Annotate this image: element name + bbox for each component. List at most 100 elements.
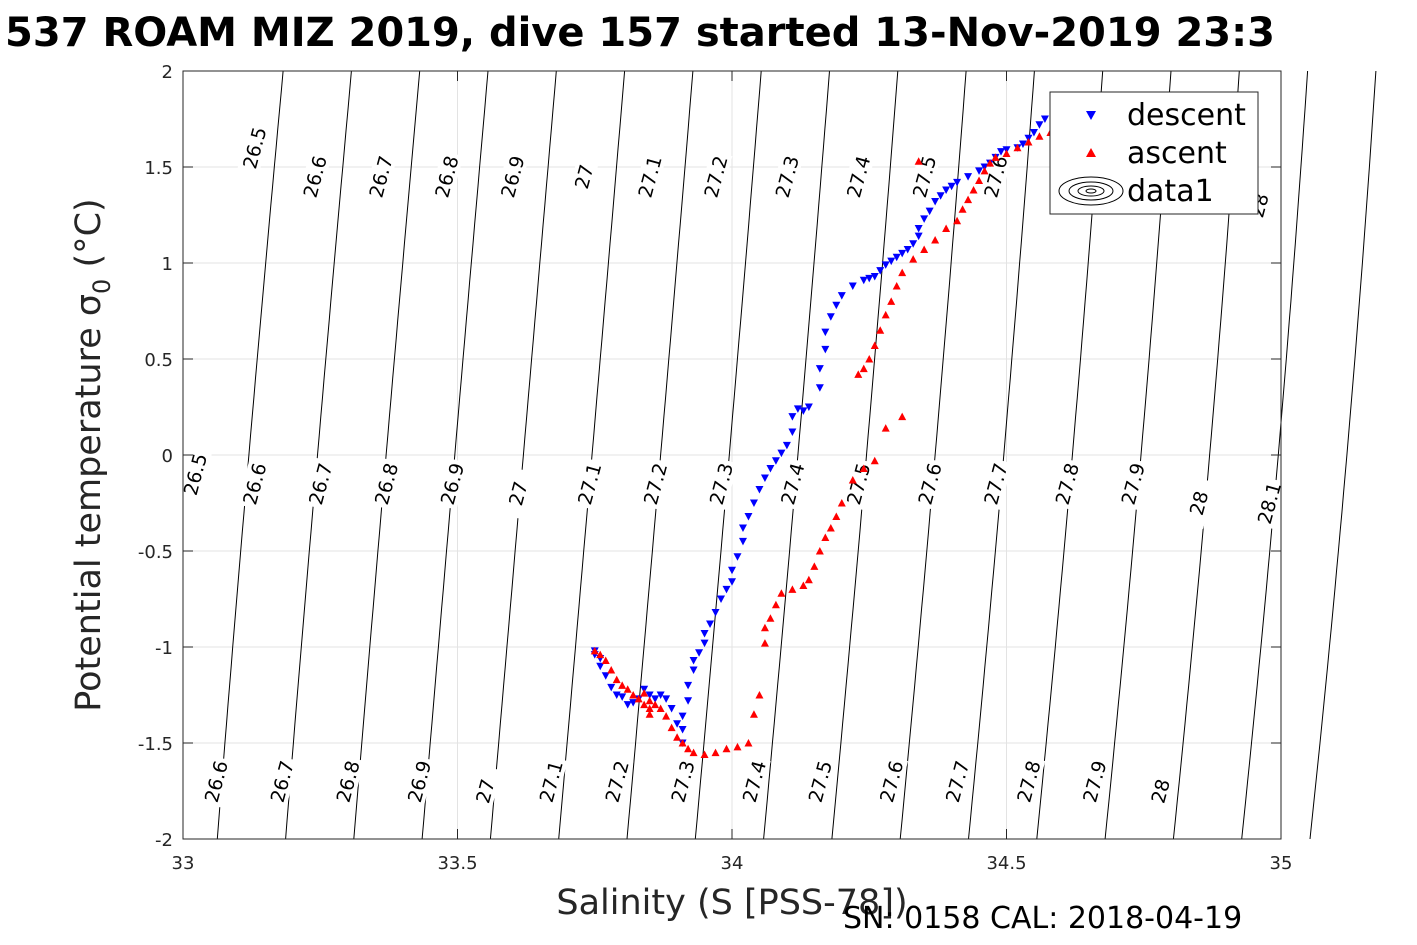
descent-point — [947, 182, 956, 191]
contour-label-bg — [698, 150, 733, 203]
axis-ticks — [182, 70, 1282, 840]
descent-point — [673, 720, 682, 728]
contour-label-bg — [303, 457, 338, 510]
ascent-point — [640, 689, 649, 697]
descent-point — [738, 524, 747, 532]
ascent-point — [596, 650, 605, 659]
ascent-point — [601, 656, 610, 664]
legend: descent ascent data1 — [1049, 91, 1259, 215]
descent-point — [678, 712, 687, 721]
descent-point — [837, 292, 846, 300]
ascent-point — [881, 424, 890, 432]
descent-point — [821, 345, 830, 354]
descent-point — [903, 246, 912, 254]
chart-title: 537 ROAM MIZ 2019, dive 157 started 13-N… — [5, 10, 1275, 56]
isopycnal-27.4 — [831, 70, 899, 840]
x-tick-label: 33 — [172, 853, 195, 874]
ascent-point — [980, 166, 989, 175]
descent-point — [931, 198, 940, 206]
legend-contour-icon — [1058, 176, 1124, 206]
contour-label-bg — [1050, 457, 1084, 510]
contour-label-bg — [237, 457, 272, 510]
descent-point — [667, 704, 676, 713]
ascent-point — [640, 700, 649, 709]
ascent-point — [667, 723, 676, 732]
y-tick-label: 0 — [162, 446, 173, 467]
ascent-point — [678, 739, 687, 747]
descent-point — [898, 249, 907, 258]
density-contours — [216, 70, 1377, 840]
ascent-point — [848, 475, 857, 484]
x-tick-labels: 33 33.5 34 34.5 35 — [172, 853, 1293, 874]
contour-label-bg — [874, 755, 909, 808]
y-tick-label: 1.5 — [144, 158, 173, 179]
descent-point — [953, 178, 962, 187]
descent-point — [684, 697, 693, 705]
ascent-point — [958, 205, 967, 213]
ascent-point — [590, 646, 599, 655]
ascent-point — [634, 694, 643, 703]
descent-point — [848, 282, 857, 291]
contour-label-bg — [665, 755, 700, 808]
ascent-point — [662, 712, 671, 720]
descent-point — [964, 173, 973, 181]
ascent-point — [859, 464, 868, 472]
contour-label-bg — [402, 755, 436, 808]
contour-label-group: 27 — [566, 150, 601, 203]
ascent-point — [766, 614, 775, 622]
ascent-point — [799, 581, 808, 590]
contour-label-bg — [1115, 457, 1150, 510]
descent-point — [936, 192, 945, 200]
ascent-point — [645, 704, 654, 712]
isopycnal-27.2 — [694, 70, 762, 840]
descent-point — [766, 464, 775, 473]
isopycnal-26.9 — [489, 70, 557, 840]
ascent-point — [645, 710, 654, 718]
descent-point — [815, 365, 824, 373]
contour-label-bg — [1242, 179, 1276, 232]
contour-label-group: 28 — [1181, 476, 1216, 530]
descent-point — [749, 499, 758, 507]
y-tick-labels: -2 -1.5 -1 -0.5 0 0.5 1 1.5 2 — [138, 62, 173, 851]
descent-point — [618, 693, 627, 701]
ascent-point — [684, 744, 693, 753]
ascent-point — [914, 157, 923, 165]
ascent-point — [881, 310, 890, 319]
ascent-point — [969, 186, 978, 194]
x-axis-label: Salinity (S [PSS-78]) — [556, 883, 907, 923]
descent-point — [662, 695, 671, 703]
ascent-point — [689, 748, 698, 757]
contour-label-bg — [1181, 476, 1216, 530]
descent-point — [1018, 140, 1027, 148]
descent-point — [733, 553, 742, 561]
descent-point — [706, 620, 715, 628]
ascent-point — [953, 216, 962, 225]
isopycnal-26.7 — [353, 70, 421, 840]
descent-point — [596, 662, 605, 671]
contour-label-bg — [770, 150, 804, 203]
descent-point — [651, 695, 660, 703]
ascent-point — [618, 681, 627, 689]
y-tick-label: -1.5 — [138, 734, 173, 755]
ascent-point — [804, 575, 813, 584]
descent-point — [914, 232, 923, 241]
descent-point — [881, 261, 890, 269]
legend-descent-marker — [1086, 111, 1096, 120]
descent-point — [870, 272, 879, 281]
descent-point — [925, 207, 934, 216]
ascent-point — [975, 176, 984, 184]
y-tick-label: 0.5 — [144, 350, 173, 371]
contour-label-bg — [1011, 755, 1046, 808]
contour-label-bg — [572, 457, 607, 510]
ascent-point — [755, 691, 764, 699]
contour-label-bg — [237, 121, 272, 174]
contour-label-bg — [632, 150, 667, 203]
legend-ascent-label: ascent — [1127, 136, 1227, 171]
contour-label-bg — [330, 755, 365, 808]
contour-label-group: 27.1 — [572, 457, 607, 510]
ascent-point — [760, 639, 769, 647]
ascent-point — [964, 195, 973, 204]
descent-point — [821, 328, 830, 337]
descent-point — [728, 566, 736, 575]
